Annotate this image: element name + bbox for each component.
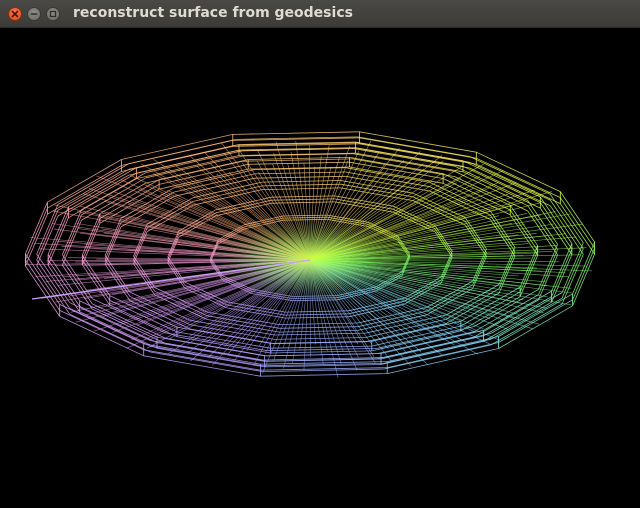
close-button[interactable] (8, 7, 22, 21)
maximize-button[interactable] (46, 7, 60, 21)
close-icon (11, 10, 19, 18)
window-title: reconstruct surface from geodesics (73, 5, 353, 21)
render-viewport[interactable] (0, 28, 640, 508)
maximize-icon (49, 10, 57, 18)
minimize-button[interactable] (27, 7, 41, 21)
wireframe-surface (24, 131, 595, 378)
minimize-icon (30, 13, 38, 15)
title-bar[interactable]: reconstruct surface from geodesics (0, 0, 640, 28)
